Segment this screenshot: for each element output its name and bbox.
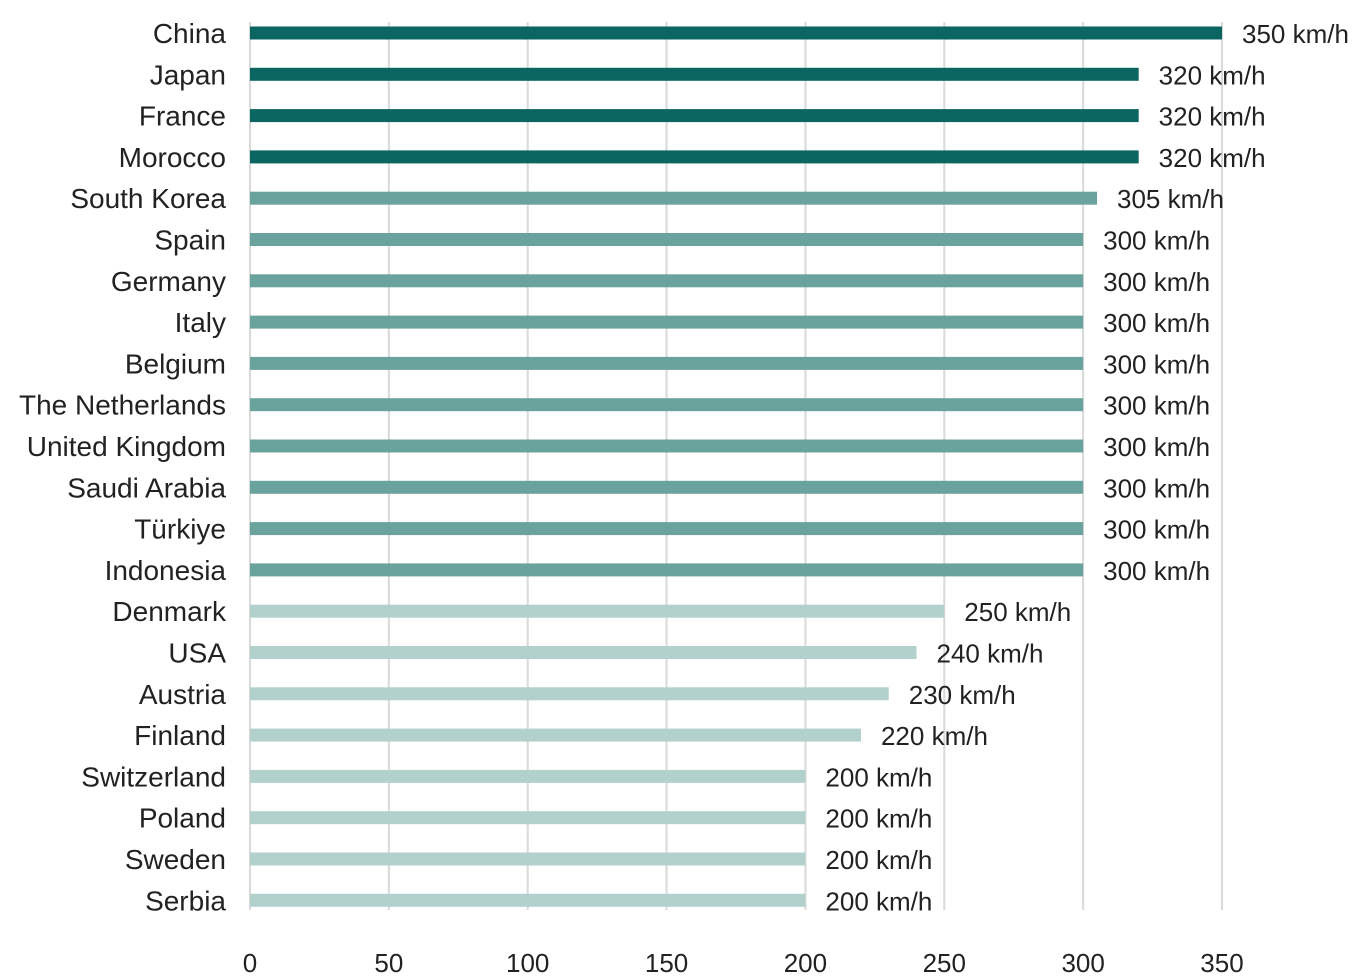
bar	[250, 356, 1084, 370]
category-label: Japan	[150, 59, 226, 90]
bar	[250, 150, 1139, 164]
category-label: Serbia	[145, 885, 226, 916]
bar	[250, 191, 1098, 205]
value-label: 300 km/h	[1103, 391, 1210, 421]
value-label: 250 km/h	[964, 597, 1071, 627]
value-label: 230 km/h	[909, 680, 1016, 710]
value-label: 220 km/h	[881, 721, 988, 751]
bar	[250, 439, 1084, 453]
x-tick-label: 150	[645, 948, 688, 977]
category-label: Türkiye	[134, 514, 226, 545]
value-label: 300 km/h	[1103, 556, 1210, 586]
category-label: The Netherlands	[19, 390, 226, 421]
value-label: 300 km/h	[1103, 226, 1210, 256]
value-label: 200 km/h	[825, 886, 932, 916]
value-label: 300 km/h	[1103, 267, 1210, 297]
bar	[250, 274, 1084, 288]
bar	[250, 604, 945, 618]
value-label: 320 km/h	[1159, 143, 1266, 173]
category-label: USA	[168, 638, 226, 669]
category-label: Italy	[175, 307, 226, 338]
category-label: Finland	[134, 720, 226, 751]
value-label: 200 km/h	[825, 845, 932, 875]
value-label: 320 km/h	[1159, 60, 1266, 90]
x-tick-label: 50	[374, 948, 403, 977]
x-tick-label: 0	[243, 948, 257, 977]
value-label: 300 km/h	[1103, 308, 1210, 338]
bar	[250, 852, 806, 866]
category-label: Morocco	[119, 142, 226, 173]
category-label: Sweden	[125, 844, 226, 875]
value-label: 200 km/h	[825, 762, 932, 792]
category-label: Spain	[154, 225, 226, 256]
bar	[250, 109, 1139, 123]
bar	[250, 811, 806, 825]
category-label: Denmark	[112, 596, 227, 627]
category-label: United Kingdom	[27, 431, 226, 462]
bar	[250, 769, 806, 783]
x-tick-label: 250	[923, 948, 966, 977]
bar	[250, 522, 1084, 536]
value-label: 300 km/h	[1103, 349, 1210, 379]
category-label: Austria	[139, 679, 227, 710]
bar	[250, 398, 1084, 412]
value-label: 300 km/h	[1103, 515, 1210, 545]
value-labels: 350 km/h 320 km/h 320 km/h 320 km/h 305 km/h…	[825, 19, 1349, 916]
value-label: 305 km/h	[1117, 184, 1224, 214]
value-label: 350 km/h	[1242, 19, 1349, 49]
category-label: Germany	[111, 266, 226, 297]
bar	[250, 728, 861, 742]
category-label: Switzerland	[81, 761, 226, 792]
category-labels: China Japan France Morocco South Korea Spain G…	[19, 18, 227, 916]
category-label: Saudi Arabia	[67, 472, 226, 503]
bar	[250, 480, 1084, 494]
x-axis-ticks: 0 50 100 150 200 250 300 350	[243, 948, 1244, 977]
x-tick-label: 300	[1061, 948, 1104, 977]
category-label: China	[153, 18, 227, 49]
x-tick-label: 200	[784, 948, 827, 977]
category-label: France	[139, 101, 226, 132]
value-label: 240 km/h	[937, 639, 1044, 669]
category-label: Belgium	[125, 348, 226, 379]
category-label: Poland	[139, 803, 226, 834]
bar	[250, 67, 1139, 81]
value-label: 200 km/h	[825, 804, 932, 834]
value-label: 300 km/h	[1103, 473, 1210, 503]
bar	[250, 687, 889, 701]
gridlines	[249, 22, 1223, 910]
bar	[250, 563, 1084, 577]
bar	[250, 646, 917, 659]
value-label: 320 km/h	[1159, 102, 1266, 132]
bar	[250, 893, 806, 907]
bar	[250, 315, 1084, 329]
bars	[250, 26, 1222, 907]
bar	[250, 26, 1222, 40]
category-label: Indonesia	[105, 555, 227, 586]
bar	[250, 233, 1084, 246]
x-tick-label: 100	[506, 948, 549, 977]
value-label: 300 km/h	[1103, 432, 1210, 462]
category-label: South Korea	[70, 183, 226, 214]
x-tick-label: 350	[1200, 948, 1243, 977]
